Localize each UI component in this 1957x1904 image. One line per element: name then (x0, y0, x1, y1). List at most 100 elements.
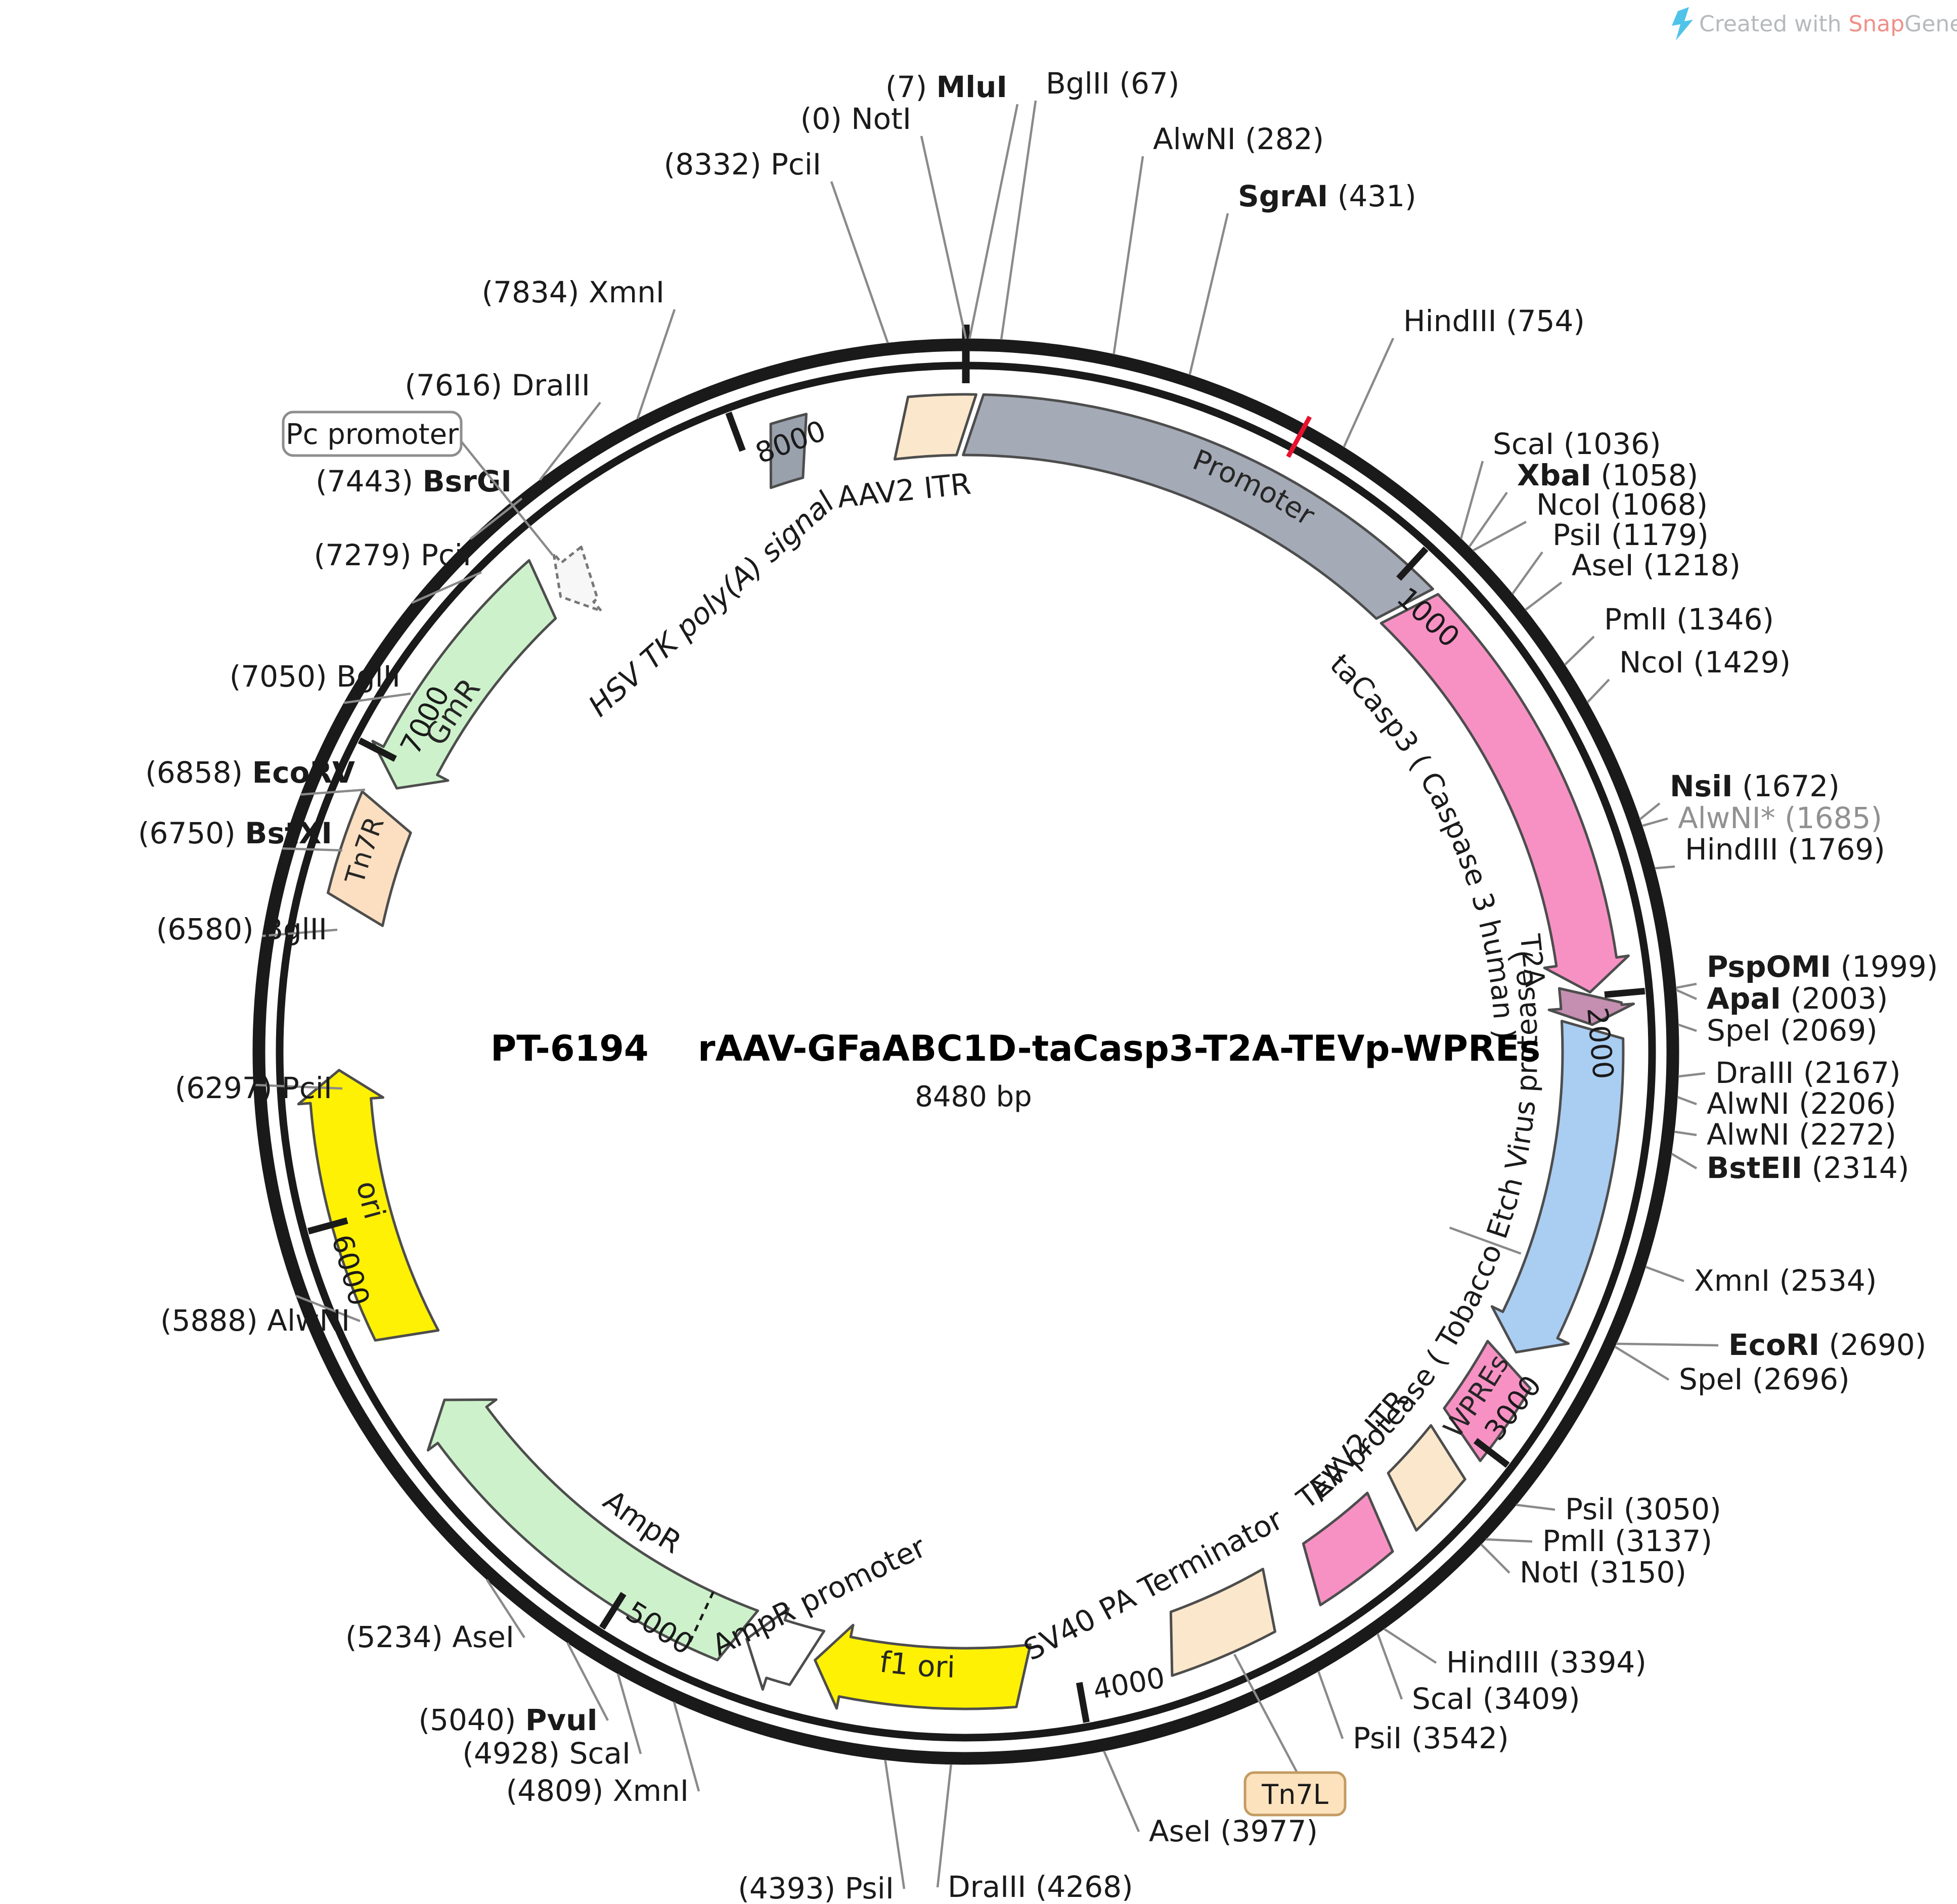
site-label-bsteii-2314[interactable]: BstEII (2314) (1707, 1151, 1909, 1185)
site-label-scai-4928[interactable]: (4928) ScaI (462, 1736, 631, 1771)
feature-ampr-promoter[interactable] (745, 1607, 826, 1691)
site-label-draiii-2167[interactable]: DraIII (2167) (1715, 1056, 1901, 1090)
tn7l-leader (1233, 1653, 1298, 1774)
site-label-scai-3409[interactable]: ScaI (3409) (1412, 1682, 1580, 1716)
site-leader-xbai-1058 (1468, 491, 1508, 548)
feature-hsv-tk-poly-a-signal[interactable] (769, 413, 808, 489)
feature-t2a[interactable] (1547, 987, 1635, 1026)
feature-sv40-pa-terminator[interactable] (1302, 1491, 1394, 1607)
site-label-bsrgi-7443[interactable]: (7443) BsrGI (316, 464, 512, 498)
pc-promoter-label-box[interactable] (282, 411, 463, 457)
site-label-ecorv-6858[interactable]: (6858) EcoRV (145, 755, 355, 790)
feature-label-aav2-itr[interactable]: AAV2 ITR (836, 466, 973, 514)
tick-label-2000: 2000 (1580, 1006, 1619, 1081)
site-label-psii-3542[interactable]: PsiI (3542) (1353, 1721, 1509, 1755)
site-label-xmni-7834[interactable]: (7834) XmnI (482, 275, 664, 309)
site-label-draiii-7616[interactable]: (7616) DraIII (405, 368, 590, 402)
feature-promoter[interactable] (962, 393, 1434, 620)
site-label-bglii-67[interactable]: BglII (67) (1046, 66, 1179, 101)
tn7l-label[interactable]: Tn7L (1233, 1653, 1347, 1817)
feature-tev-protease[interactable] (1490, 1020, 1625, 1354)
watermark-gene: Gene (1904, 11, 1957, 37)
site-label-pspomi-1999[interactable]: PspOMI (1999) (1707, 949, 1938, 984)
site-label-xbai-1058[interactable]: XbaI (1058) (1517, 458, 1698, 492)
site-leader-scai-4928 (616, 1673, 642, 1754)
site-label-asei-5234[interactable]: (5234) AseI (345, 1620, 514, 1654)
site-label-pcii-7279[interactable]: (7279) PciI (314, 538, 471, 572)
site-leader-bglii-6580 (262, 928, 338, 937)
site-label-bglii-6580[interactable]: (6580) BglII (156, 912, 327, 946)
feature-label-t2a[interactable]: T2A (1514, 932, 1551, 988)
feature-label-f1-ori[interactable]: f1 ori (878, 1644, 956, 1684)
site-label-alwni-5888[interactable]: (5888) AlwNI (160, 1303, 350, 1338)
feature-wpres[interactable] (1443, 1340, 1532, 1462)
feature-ori[interactable] (297, 1069, 440, 1342)
site-label-pcii-8332[interactable]: (8332) PciI (664, 147, 821, 182)
site-label-pmli-3137[interactable]: PmlI (3137) (1542, 1524, 1712, 1558)
feature-tn7r[interactable] (327, 790, 412, 927)
site-label-sgrai-431[interactable]: SgrAI (431) (1238, 179, 1416, 213)
watermark-prefix: Created with (1699, 11, 1848, 37)
site-label-noti-0[interactable]: (0) NotI (800, 102, 911, 136)
pc-promoter-label[interactable]: Pc promoter (282, 411, 554, 556)
tn7l-label-box[interactable] (1243, 1771, 1347, 1817)
site-label-spei-2696[interactable]: SpeI (2696) (1679, 1362, 1850, 1396)
watermark-snap: Snap (1848, 11, 1904, 37)
site-leader-scai-3409 (1376, 1633, 1403, 1700)
site-leader-xmni-4809 (673, 1701, 700, 1792)
watermark-text: Created with SnapGene® (1699, 11, 1957, 37)
site-label-pcii-6297[interactable]: (6297) PciI (175, 1071, 332, 1105)
site-label-alwni-2206[interactable]: AlwNI (2206) (1707, 1086, 1896, 1121)
feature-tn7l[interactable] (1169, 1567, 1276, 1677)
site-label-apai-2003[interactable]: ApaI (2003) (1707, 981, 1888, 1016)
site-label-hindiii-1769[interactable]: HindIII (1769) (1685, 832, 1885, 867)
site-label-alwni-282[interactable]: AlwNI (282) (1153, 122, 1324, 156)
site-leader-xmni-2534 (1645, 1265, 1684, 1283)
site-label-mlui-7[interactable]: (7) MluI (885, 70, 1007, 104)
site-label-draiii-4268[interactable]: DraIII (4268) (948, 1870, 1133, 1904)
site-leader-alwni-5888 (295, 1295, 361, 1323)
feature-aav2-itr-2[interactable] (1387, 1424, 1466, 1532)
site-label-bglii-7050[interactable]: (7050) BglII (230, 659, 401, 694)
site-label-asei-1218[interactable]: AseI (1218) (1572, 548, 1741, 582)
red-site-tick (1286, 416, 1312, 458)
site-leader-pmli-3137 (1486, 1538, 1533, 1543)
tick-mark-3000 (1473, 1438, 1510, 1468)
site-label-alwni-1685[interactable]: AlwNI* (1685) (1678, 801, 1882, 835)
site-label-psii-4393[interactable]: (4393) PsiI (738, 1871, 894, 1904)
site-label-psii-3050[interactable]: PsiI (3050) (1565, 1492, 1721, 1526)
site-label-bstxi-6750[interactable]: (6750) BstXI (138, 816, 332, 850)
site-label-scai-1036[interactable]: ScaI (1036) (1493, 427, 1661, 461)
site-label-hindiii-3394[interactable]: HindIII (3394) (1446, 1645, 1647, 1680)
site-label-ecori-2690[interactable]: EcoRI (2690) (1728, 1328, 1926, 1362)
feature-pc-promoter-arrow[interactable] (552, 546, 603, 612)
site-label-asei-3977[interactable]: AseI (3977) (1149, 1814, 1318, 1848)
leader-lines-layer (253, 100, 1719, 1889)
feature-label-ampr-promoter[interactable]: AmpR promoter (706, 1529, 931, 1662)
site-leader-ecori-2690 (1616, 1342, 1719, 1347)
site-label-alwni-2272[interactable]: AlwNI (2272) (1707, 1117, 1896, 1152)
feature-gmr[interactable] (371, 559, 557, 790)
tick-mark-8000 (725, 412, 746, 452)
site-label-xmni-2534[interactable]: XmnI (2534) (1694, 1263, 1877, 1298)
site-leader-pcii-8332 (830, 181, 889, 344)
feature-aav2-itr[interactable] (893, 393, 977, 461)
site-label-noti-3150[interactable]: NotI (3150) (1520, 1555, 1686, 1590)
site-label-pmli-1346[interactable]: PmlI (1346) (1604, 602, 1774, 637)
site-leader-pmli-1346 (1564, 636, 1595, 666)
site-leader-alwni-1685 (1641, 817, 1668, 827)
site-label-ncoi-1429[interactable]: NcoI (1429) (1619, 645, 1791, 679)
feature-f1-ori[interactable] (814, 1623, 1032, 1710)
site-label-xmni-4809[interactable]: (4809) XmnI (506, 1774, 689, 1808)
feature-tacasp3[interactable] (1380, 593, 1630, 994)
site-label-hindiii-754[interactable]: HindIII (754) (1403, 304, 1585, 338)
feature-label-hsv-tk-poly-a-signal[interactable]: HSV TK poly(A) signal (582, 485, 840, 723)
site-label-nsii-1672[interactable]: NsiI (1672) (1670, 769, 1840, 803)
site-leader-psii-3542 (1317, 1670, 1344, 1739)
site-label-pvui-5040[interactable]: (5040) PvuI (419, 1703, 598, 1737)
site-label-spei-2069[interactable]: SpeI (2069) (1707, 1013, 1878, 1048)
feature-ampr[interactable] (426, 1398, 759, 1661)
tick-label-4000: 4000 (1091, 1661, 1168, 1706)
site-label-ncoi-1068[interactable]: NcoI (1068) (1536, 487, 1708, 522)
site-label-psii-1179[interactable]: PsiI (1179) (1552, 518, 1709, 552)
